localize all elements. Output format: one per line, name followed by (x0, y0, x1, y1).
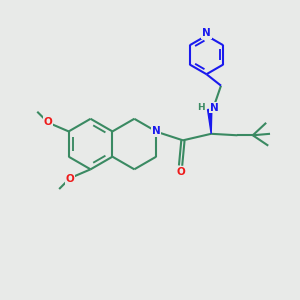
Text: O: O (176, 167, 185, 177)
Polygon shape (208, 109, 212, 134)
Text: N: N (202, 28, 211, 38)
Text: N: N (210, 103, 218, 112)
Text: H: H (197, 103, 205, 112)
Text: N: N (152, 126, 161, 136)
Text: O: O (44, 117, 52, 127)
Text: O: O (66, 174, 74, 184)
